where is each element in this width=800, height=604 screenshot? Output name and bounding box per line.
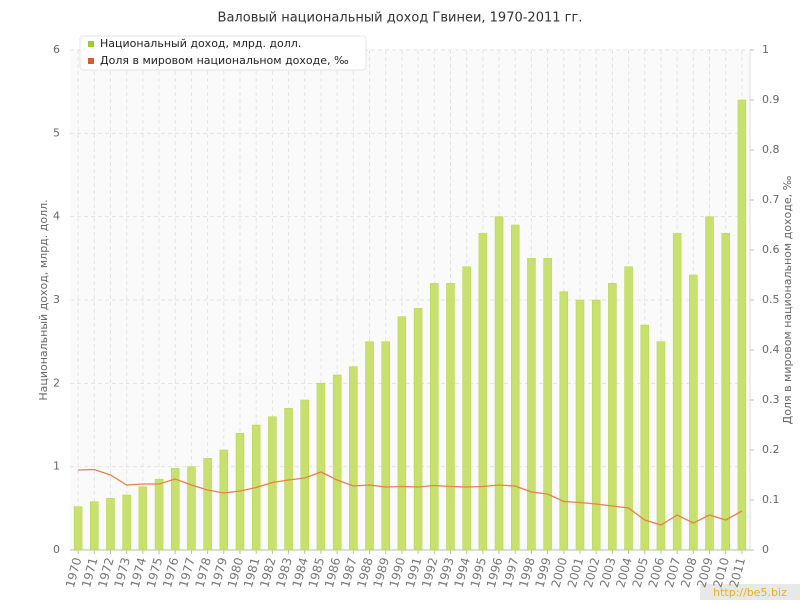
legend-box (79, 35, 367, 71)
legend-marker (88, 58, 94, 64)
bar (154, 478, 164, 551)
y2-axis-title: Доля в мировом национальном доходе, ‰ (781, 175, 794, 424)
bar (219, 449, 229, 551)
y2-tick-label: 0.3 (762, 393, 780, 406)
bar (705, 216, 714, 551)
y2-tick-label: 0.7 (762, 193, 780, 206)
y2-tick-label: 1 (762, 43, 769, 56)
y-tick-label: 1 (53, 460, 60, 473)
y2-tick-label: 0.4 (762, 343, 780, 356)
watermark-bg (700, 584, 800, 600)
bar (138, 486, 148, 551)
bar (349, 366, 358, 551)
y-tick-label: 0 (53, 543, 60, 556)
bar (478, 233, 488, 551)
bar (332, 374, 342, 551)
y-tick-label: 6 (53, 43, 60, 56)
bar (90, 501, 99, 551)
bar (203, 458, 212, 551)
legend-label: Доля в мировом национальном доходе, ‰ (100, 54, 349, 67)
y-tick-label: 2 (53, 376, 60, 389)
chart-title: Валовый национальный доход Гвинеи, 1970-… (218, 11, 583, 26)
y2-tick-label: 0.1 (762, 493, 780, 506)
y2-tick-label: 0 (762, 543, 769, 556)
bar (510, 224, 520, 551)
bar (381, 341, 390, 551)
bar (689, 274, 698, 551)
bar (73, 506, 83, 551)
bar (640, 324, 650, 551)
y-tick-label: 4 (53, 210, 60, 223)
bar (559, 291, 569, 551)
y2-tick-label: 0.6 (762, 243, 780, 256)
bar (575, 299, 585, 551)
bar (608, 283, 617, 551)
bar (430, 283, 439, 551)
bar (446, 283, 455, 551)
bar (397, 316, 407, 551)
bar (300, 399, 310, 551)
legend-marker (88, 41, 94, 47)
bar (656, 341, 666, 551)
bar (591, 299, 601, 551)
bar (672, 233, 682, 551)
y-tick-label: 3 (53, 293, 60, 306)
line (78, 468, 743, 526)
bar (365, 341, 374, 551)
bar (737, 99, 747, 551)
y2-tick-label: 0.9 (762, 93, 780, 106)
bar (122, 494, 131, 551)
bar (106, 498, 115, 551)
bar (316, 383, 326, 551)
bar (187, 466, 196, 551)
y2-tick-label: 0.2 (762, 443, 780, 456)
bar (721, 233, 730, 551)
y2-tick-label: 0.5 (762, 293, 780, 306)
y-tick-label: 5 (53, 126, 60, 139)
bar (527, 258, 536, 551)
legend-label: Национальный доход, млрд. долл. (100, 37, 301, 50)
bar (413, 308, 423, 551)
y2-tick-label: 0.8 (762, 143, 780, 156)
bar (494, 216, 504, 551)
bar (543, 258, 552, 551)
bar (462, 266, 471, 551)
y-axis-title: Национальный доход, млрд. долл. (37, 199, 50, 400)
watermark: http://be5.biz (713, 586, 787, 599)
